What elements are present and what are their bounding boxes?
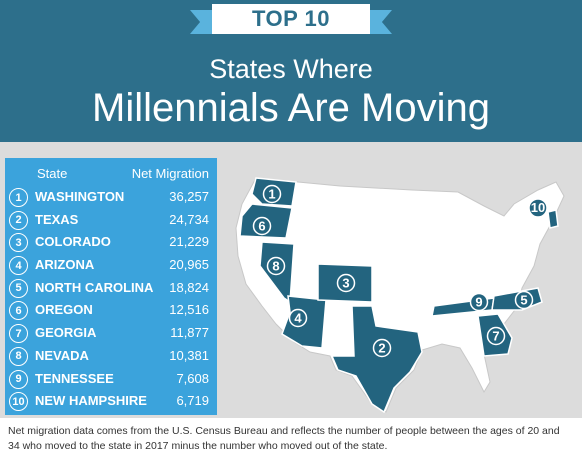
table-row: 1 WASHINGTON 36,257 <box>5 186 217 209</box>
rank-circle: 9 <box>9 369 28 389</box>
col-state-header: State <box>37 166 68 181</box>
marker-label: 10 <box>531 200 545 215</box>
marker-1: 1 <box>262 184 282 204</box>
footnote: Net migration data comes from the U.S. C… <box>0 418 582 464</box>
table-row: 6 OREGON 12,516 <box>5 299 217 322</box>
col-net-header: Net Migration <box>131 166 209 181</box>
marker-label: 5 <box>520 293 527 308</box>
rank-circle: 2 <box>9 210 28 230</box>
rank-circle: 5 <box>9 278 28 298</box>
net-value: 7,608 <box>176 370 209 386</box>
net-value: 21,229 <box>169 234 209 250</box>
net-value: 10,381 <box>169 347 209 363</box>
table-row: 3 COLORADO 21,229 <box>5 231 217 254</box>
marker-label: 6 <box>258 219 265 234</box>
marker-7: 7 <box>486 326 506 346</box>
rank-circle: 4 <box>9 256 28 276</box>
net-value: 6,719 <box>176 393 209 409</box>
state-name: NORTH CAROLINA <box>35 279 154 295</box>
net-value: 18,824 <box>169 279 209 295</box>
marker-2: 2 <box>372 338 392 358</box>
table-row: 9 TENNESSEE 7,608 <box>5 368 217 391</box>
table-row: 4 ARIZONA 20,965 <box>5 254 217 277</box>
rank-circle: 8 <box>9 346 28 366</box>
state-name: OREGON <box>35 302 93 318</box>
net-value: 36,257 <box>169 189 209 204</box>
state-name: ARIZONA <box>35 257 95 273</box>
marker-8: 8 <box>266 256 286 276</box>
marker-10: 10 <box>528 198 548 218</box>
header-banner: TOP 10 States Where Millennials Are Movi… <box>0 0 582 142</box>
marker-label: 2 <box>378 341 385 356</box>
rank-circle: 3 <box>9 233 28 253</box>
state-name: TEXAS <box>35 211 79 227</box>
title-line-1: States Where <box>209 54 373 84</box>
state-name: COLORADO <box>35 234 111 250</box>
top10-label: TOP 10 <box>212 4 370 34</box>
state-name: NEW HAMPSHIRE <box>35 393 147 409</box>
net-value: 11,877 <box>170 325 209 341</box>
table-row: 2 TEXAS 24,734 <box>5 209 217 232</box>
rank-circle: 7 <box>9 324 28 344</box>
table-row: 5 NORTH CAROLINA 18,824 <box>5 277 217 300</box>
rank-circle: 10 <box>9 392 28 412</box>
marker-label: 9 <box>475 295 482 310</box>
state-name: TENNESSEE <box>35 370 114 386</box>
table-row: 7 GEORGIA 11,877 <box>5 322 217 345</box>
rank-circle: 1 <box>9 188 28 207</box>
net-value: 24,734 <box>169 211 209 227</box>
top10-ribbon: TOP 10 <box>190 4 392 38</box>
marker-4: 4 <box>288 308 308 328</box>
texas-shape <box>330 305 423 414</box>
marker-3: 3 <box>336 273 356 293</box>
rank-circle: 6 <box>9 301 28 321</box>
marker-label: 3 <box>342 276 349 291</box>
state-name: WASHINGTON <box>35 189 125 204</box>
state-name: NEVADA <box>35 347 89 363</box>
table-row: 8 NEVADA 10,381 <box>5 345 217 368</box>
title-line-2: Millennials Are Moving <box>92 86 490 130</box>
marker-label: 7 <box>492 329 499 344</box>
marker-6: 6 <box>252 216 272 236</box>
marker-5: 5 <box>514 290 534 310</box>
table-header: State Net Migration <box>5 162 217 186</box>
marker-9: 9 <box>469 292 489 312</box>
new-hampshire-shape <box>547 209 559 229</box>
marker-label: 4 <box>294 311 302 326</box>
marker-label: 1 <box>268 187 275 202</box>
state-name: GEORGIA <box>35 325 97 341</box>
net-value: 20,965 <box>169 257 209 273</box>
net-value: 12,516 <box>169 302 209 318</box>
ranking-table: State Net Migration 1 WASHINGTON 36,257 … <box>5 158 217 415</box>
marker-label: 8 <box>272 259 279 274</box>
table-row: 10 NEW HAMPSHIRE 6,719 <box>5 390 217 413</box>
us-map: 1 6 8 4 3 2 9 5 7 10 <box>235 177 565 414</box>
